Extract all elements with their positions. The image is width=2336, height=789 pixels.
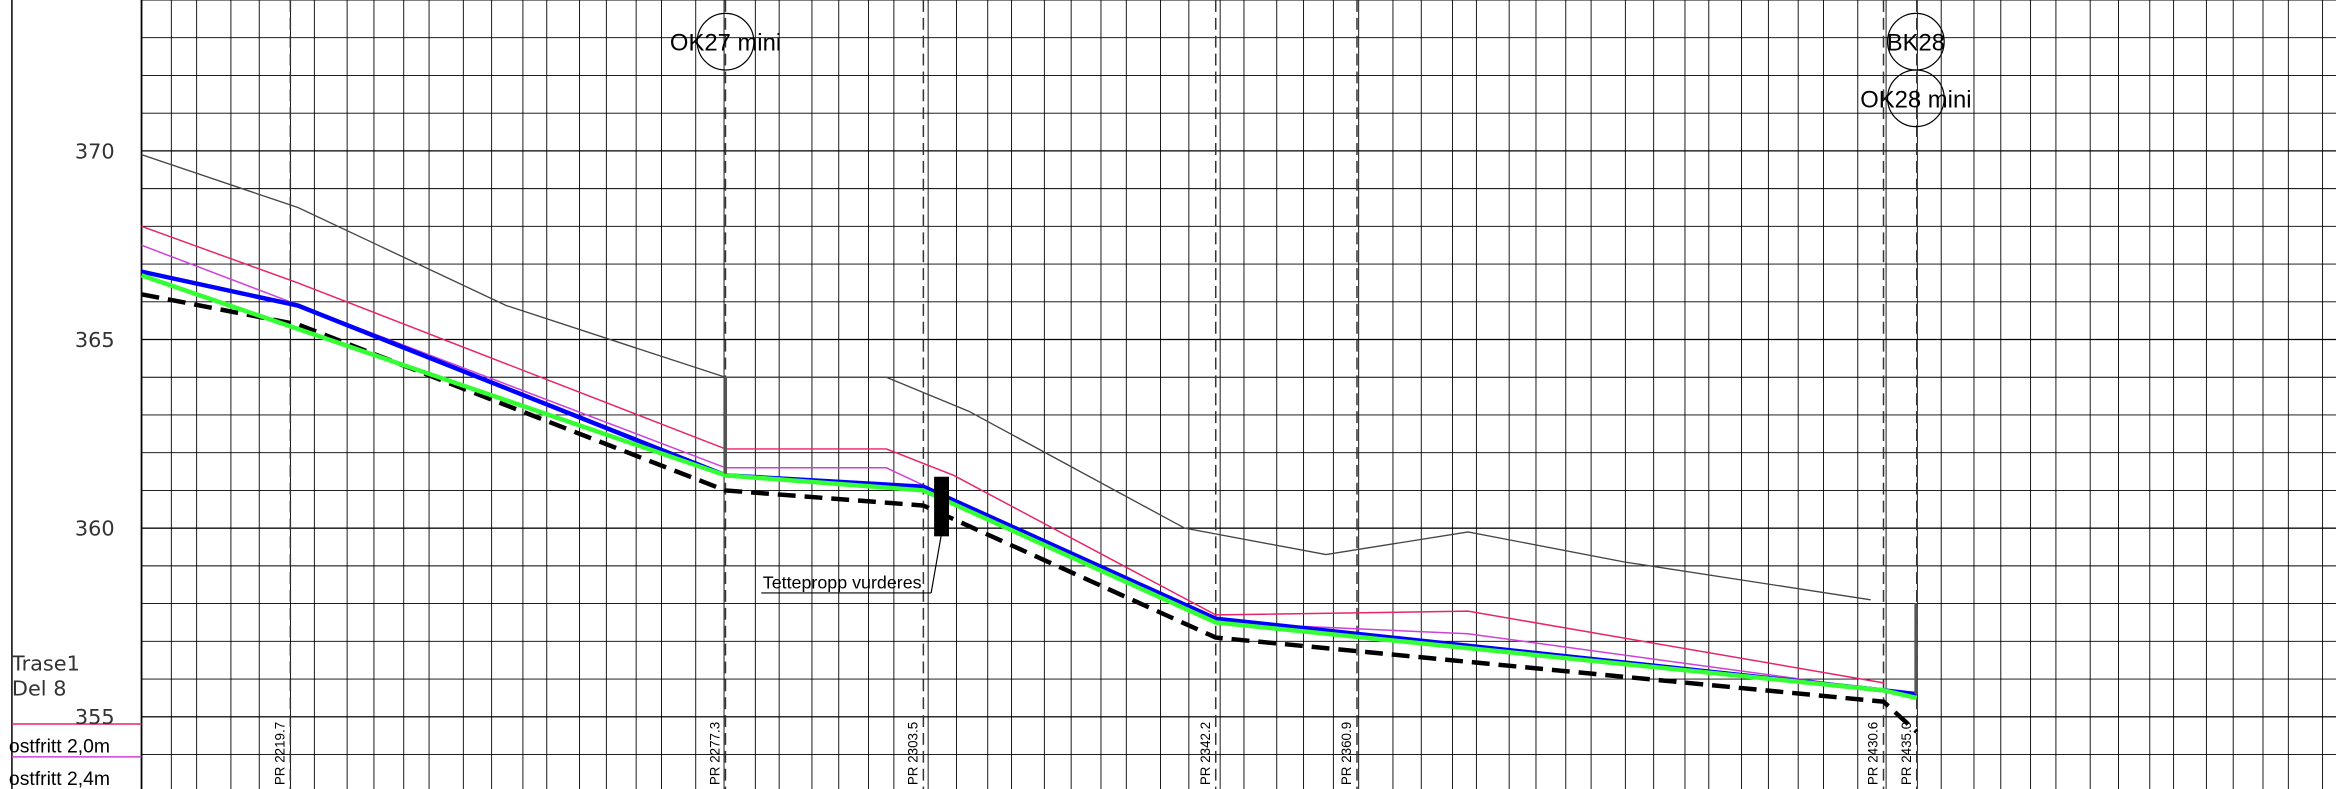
profile-line — [141, 225, 1884, 684]
annotation: OK28 mini — [1860, 86, 1971, 113]
annotation: Tettepropp vurderes — [763, 572, 922, 592]
y-tick-label: 355 — [75, 705, 115, 729]
station-label: PR 2219.7 — [272, 722, 287, 785]
leader-arrow — [930, 533, 943, 594]
station-label: PR 2342.2 — [1198, 722, 1213, 785]
section-title: Trase1 — [11, 651, 80, 675]
series-group — [140, 154, 1919, 734]
station-label: PR 2303.5 — [905, 722, 920, 785]
legend: ostfritt 2,0m ostfritt 2,4m — [9, 723, 142, 789]
plug-symbol — [934, 476, 949, 537]
station-label: PR 2430.6 — [1866, 722, 1881, 785]
annotation: BK28 — [1887, 30, 1945, 57]
y-tick-label: 360 — [75, 517, 115, 541]
stations: PR 2219.7 PR 2277.3 PR 2303.5 PR 2342.2 PR 2… — [272, 0, 1918, 789]
section-title: Del 8 — [12, 677, 67, 701]
profile-line — [141, 154, 1871, 601]
profile-line — [140, 273, 1918, 701]
manhole-symbol — [1886, 69, 1945, 128]
annotation: OK27 mini — [670, 30, 781, 57]
legend-label: ostfritt 2,4m — [9, 768, 110, 789]
y-tick-label: 370 — [75, 139, 115, 163]
profile-line — [141, 292, 1919, 734]
y-tick-label: 365 — [75, 328, 115, 352]
legend-label: ostfritt 2,0m — [9, 735, 110, 757]
grid — [141, 0, 2336, 789]
station-label: PR 2435.0 — [1899, 722, 1914, 785]
manhole-symbol — [696, 12, 755, 71]
station-label: PR 2360.9 — [1339, 722, 1354, 785]
station-label: PR 2277.3 — [708, 722, 723, 785]
